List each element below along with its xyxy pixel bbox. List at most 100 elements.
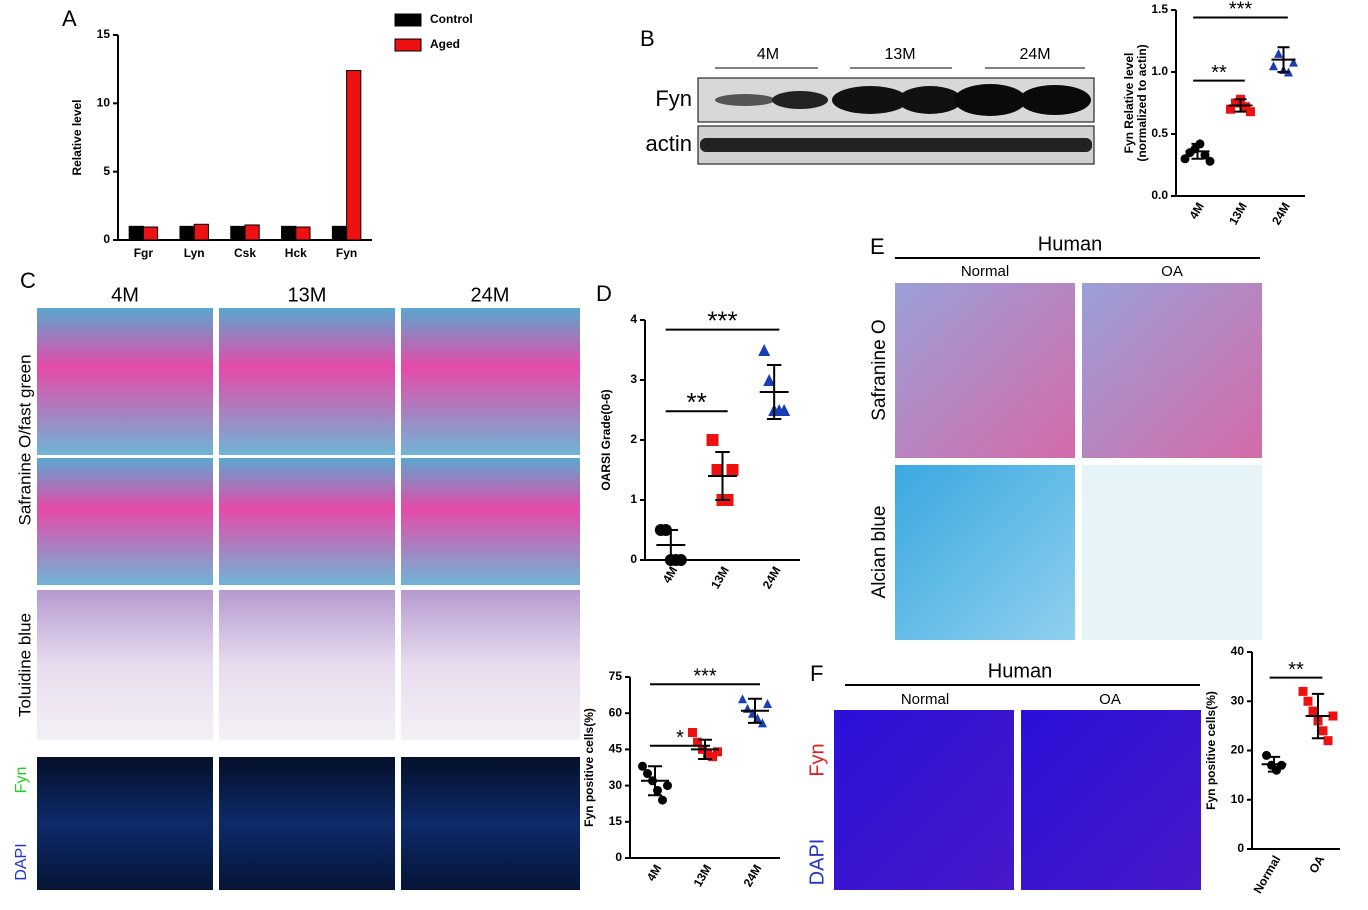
label: OARSI Grade(0-6) [599, 389, 613, 490]
label: 4M [111, 284, 139, 306]
label: *** [1229, 0, 1253, 21]
label: 24M [741, 862, 765, 889]
label: 4M [757, 46, 779, 63]
label: 4M [644, 862, 664, 883]
bar [142, 226, 159, 241]
label: 10 [97, 96, 111, 110]
label: C [20, 268, 36, 293]
point [713, 747, 722, 757]
label: 24M [471, 284, 510, 306]
label: 30 [609, 778, 623, 792]
error-bar [648, 765, 662, 797]
label: 5 [103, 164, 110, 178]
label: 0 [103, 232, 110, 246]
label: 0.5 [1151, 126, 1168, 140]
label: 15 [97, 27, 111, 41]
point [1226, 104, 1235, 114]
point [1200, 150, 1210, 160]
label: Fyn positive cells(%) [1204, 691, 1218, 810]
point [674, 554, 687, 566]
point [1318, 726, 1328, 736]
point [1298, 686, 1308, 696]
error-bar [766, 364, 782, 420]
point [1205, 156, 1215, 166]
label: 0 [1237, 841, 1244, 855]
label: Fyn [655, 86, 692, 111]
label: DAPI [13, 843, 30, 880]
label: 1 [630, 492, 637, 506]
label: B [640, 26, 655, 51]
label: 1.5 [1151, 2, 1168, 16]
label: 2 [630, 432, 637, 446]
label: Fyn [806, 743, 828, 776]
bar [331, 225, 348, 241]
label: (normalized to actin) [1135, 44, 1149, 161]
bar [128, 225, 144, 241]
point [1289, 57, 1298, 67]
label: Fyn [13, 767, 30, 794]
label: 24M [1019, 46, 1050, 63]
label: actin [646, 131, 692, 156]
label: 24M [1269, 200, 1293, 227]
point [706, 434, 719, 446]
point [1323, 736, 1333, 746]
bar [295, 226, 311, 241]
point [711, 464, 724, 476]
label: Csk [234, 246, 256, 260]
label: Aged [430, 37, 460, 51]
error-bar [1234, 98, 1247, 113]
label: 13M [288, 284, 327, 306]
label: Human [988, 660, 1052, 682]
label: OA [1306, 853, 1327, 876]
point [1308, 706, 1318, 716]
label: Lyn [184, 246, 205, 260]
point [1180, 154, 1190, 164]
error-bar [715, 451, 730, 501]
bar [346, 70, 362, 241]
point [663, 781, 672, 791]
label: Fyn positive cells(%) [582, 708, 596, 827]
bar [193, 223, 209, 241]
label: E [870, 234, 885, 259]
label: 0 [615, 850, 622, 864]
point [1246, 107, 1255, 117]
label: 45 [609, 742, 623, 756]
label: A [62, 6, 77, 31]
label: F [810, 661, 823, 686]
point [643, 769, 652, 779]
point [658, 795, 667, 805]
error-bar [1191, 142, 1204, 160]
bar [179, 225, 195, 241]
point [1274, 48, 1283, 58]
label: Relative level [70, 99, 84, 175]
label: 30 [1231, 693, 1245, 707]
label: 0 [630, 552, 637, 566]
label: Fyn [336, 246, 357, 260]
point [688, 728, 697, 738]
point [763, 374, 776, 386]
blot [697, 77, 1095, 165]
histology-images [37, 67, 1262, 890]
label: 13M [691, 862, 715, 889]
label: DAPI [806, 839, 828, 886]
bar [230, 225, 246, 241]
label: 13M [1226, 200, 1250, 227]
label: 24M [760, 564, 784, 591]
label: 40 [1231, 644, 1245, 658]
point [703, 749, 712, 759]
point [1241, 102, 1250, 112]
label: Toluidine blue [15, 613, 34, 717]
label: 1.0 [1151, 64, 1168, 78]
label: 15 [609, 814, 623, 828]
label: 4M [1186, 200, 1206, 221]
point [758, 344, 771, 356]
point [1328, 711, 1338, 721]
label: 20 [1231, 743, 1245, 757]
label: 75 [609, 669, 623, 683]
label: ** [1211, 62, 1227, 84]
point [1303, 696, 1313, 706]
label: Alcian blue [869, 506, 890, 599]
label: Human [1038, 233, 1102, 255]
label: *** [707, 305, 737, 335]
